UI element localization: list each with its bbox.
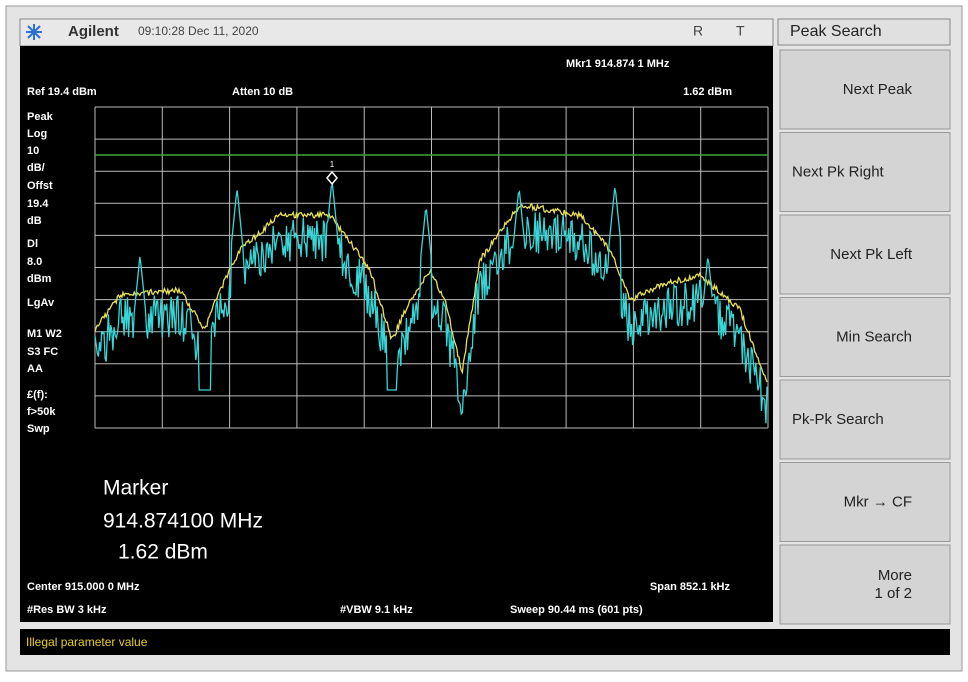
annotation: M1 W2 bbox=[27, 328, 62, 340]
menu-title: Peak Search bbox=[790, 23, 882, 40]
softkey[interactable] bbox=[779, 49, 951, 130]
annotation: dBm bbox=[27, 273, 52, 285]
flag: R bbox=[693, 23, 703, 39]
marker-box-title: Marker bbox=[103, 477, 168, 500]
marker-readout: Mkr1 914.874 1 MHz bbox=[566, 58, 670, 70]
attenuation: Atten 10 dB bbox=[232, 86, 293, 98]
softkey-label[interactable]: Min Search bbox=[836, 328, 912, 345]
softkey-label[interactable]: More bbox=[878, 567, 912, 584]
softkey-label[interactable]: Next Pk Right bbox=[792, 163, 885, 180]
annotation: dB/ bbox=[27, 162, 45, 174]
title-bar bbox=[19, 18, 774, 47]
annotation: dB bbox=[27, 215, 42, 227]
time: 09:10:28 Dec 11, 2020 bbox=[138, 24, 259, 38]
annotation: 19.4 bbox=[27, 198, 49, 210]
softkey[interactable] bbox=[779, 379, 951, 460]
annotation: LgAv bbox=[27, 297, 55, 309]
annotation: £(f): bbox=[27, 389, 48, 401]
logo: Agilent bbox=[68, 23, 119, 40]
ref-level: Ref 19.4 dBm bbox=[27, 86, 97, 98]
trace-live bbox=[94, 181, 768, 424]
annotation: 8.0 bbox=[27, 256, 42, 268]
softkey-label[interactable]: 1 of 2 bbox=[874, 585, 912, 602]
annotation: Log bbox=[27, 128, 47, 140]
softkeys: Next Peak Next Pk Right Next Pk Left Min Se… bbox=[779, 49, 951, 625]
softkey[interactable] bbox=[779, 132, 951, 212]
annotation: Swp bbox=[27, 423, 50, 435]
softkey-label[interactable]: Next Pk Left bbox=[830, 246, 913, 263]
flag: T bbox=[736, 23, 745, 39]
marker bbox=[326, 170, 338, 186]
logo-icon bbox=[26, 24, 42, 40]
left-annotations: Peak Log 10 dB/Offst 19.4 dB Dl 8.0 dBm LgAv M1 W2… bbox=[27, 111, 62, 435]
marker-box-freq: 914.874100 MHz bbox=[103, 510, 263, 533]
softkey-label[interactable]: Next Peak bbox=[843, 81, 913, 98]
annotation: 10 bbox=[27, 145, 39, 157]
vbw: #VBW 9.1 kHz bbox=[340, 604, 413, 616]
span: Span 852.1 kHz bbox=[650, 581, 731, 593]
softkey-label[interactable]: Pk-Pk Search bbox=[792, 411, 884, 428]
status-bar bbox=[20, 629, 950, 655]
annotation: Dl bbox=[27, 238, 38, 250]
menu-title-box bbox=[777, 18, 951, 46]
marker-label: 1 bbox=[330, 160, 335, 169]
center-freq: Center 915.000 0 MHz bbox=[27, 581, 140, 593]
annotation: S3 FC bbox=[27, 346, 58, 358]
status-message: Illegal parameter value bbox=[26, 635, 148, 649]
marker-level: 1.62 dBm bbox=[683, 86, 732, 98]
annotation: f>50k bbox=[27, 406, 56, 418]
sweep: Sweep 90.44 ms (601 pts) bbox=[510, 604, 643, 616]
softkey[interactable] bbox=[779, 214, 951, 295]
softkey-label[interactable]: Mkr → CF bbox=[844, 493, 912, 510]
softkey[interactable] bbox=[779, 462, 951, 542]
annotation: Offst bbox=[27, 180, 53, 192]
annotation: Peak bbox=[27, 111, 54, 123]
softkey[interactable] bbox=[779, 544, 951, 625]
res-bw: #Res BW 3 kHz bbox=[27, 604, 107, 616]
softkey[interactable] bbox=[779, 297, 951, 377]
annotation: AA bbox=[27, 363, 43, 375]
marker-box-level: 1.62 dBm bbox=[118, 541, 208, 564]
